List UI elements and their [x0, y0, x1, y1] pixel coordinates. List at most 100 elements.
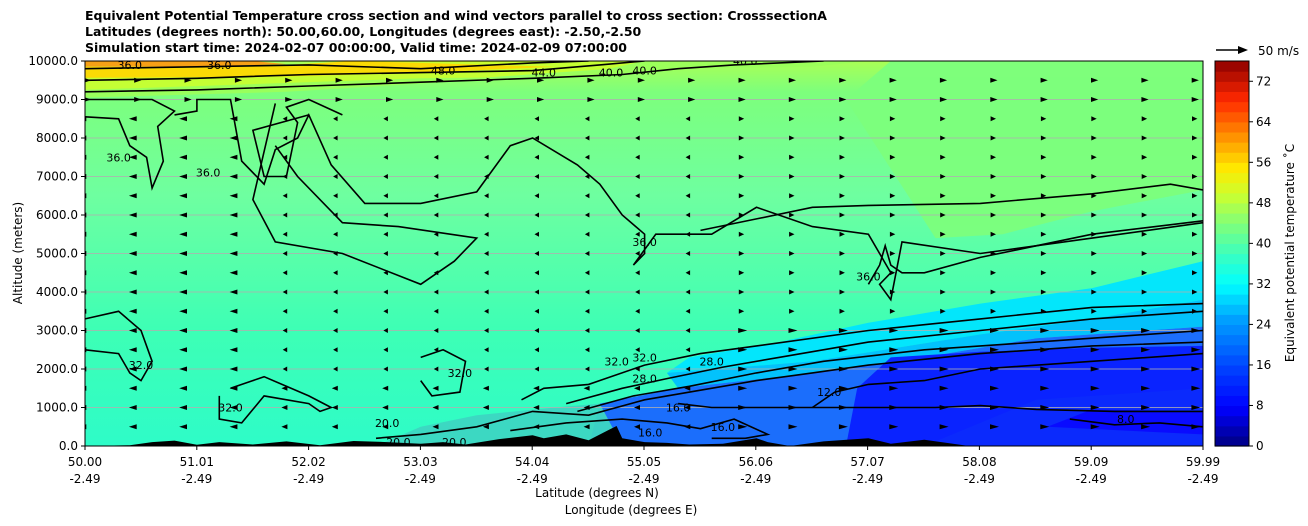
chart-title-line-1: Equivalent Potential Temperature cross s…: [85, 8, 827, 23]
wind-vector: [179, 154, 187, 160]
wind-vector: [433, 116, 439, 122]
colorbar-band: [1215, 334, 1249, 346]
wind-vector: [282, 231, 288, 237]
colorbar-band: [1215, 162, 1249, 174]
wind-vector: [1091, 154, 1097, 160]
wind-vector: [889, 212, 896, 218]
x-tick-label-lon: -2.49: [964, 472, 995, 486]
y-tick-label: 10000.0: [28, 54, 78, 68]
wind-vector: [482, 405, 489, 410]
wind-vector: [1192, 193, 1198, 199]
wind-vector: [839, 308, 845, 314]
wind-vector: [1091, 212, 1097, 218]
wind-vector: [383, 154, 388, 160]
fill-region: [666, 299, 1203, 389]
wind-vector: [1191, 347, 1201, 353]
wind-vector: [1192, 154, 1198, 160]
wind-vector: [382, 405, 389, 410]
wind-vector: [128, 405, 137, 410]
wind-vector: [1191, 77, 1199, 83]
wind-vector: [533, 405, 540, 410]
contour-label: 44.0: [532, 67, 557, 80]
wind-vector: [229, 193, 238, 199]
colorbar-tick-label: 56: [1256, 155, 1271, 169]
wind-vector: [738, 97, 746, 102]
x-tick-label-lat: 56.06: [739, 455, 773, 469]
wind-vector: [282, 154, 288, 160]
wind-vector: [990, 270, 996, 276]
wind-vector: [333, 154, 338, 160]
contour-label: 40.0: [632, 65, 657, 78]
wind-vector: [1192, 116, 1198, 122]
wind-vector: [990, 347, 999, 353]
wind-vector: [584, 154, 590, 160]
wind-vector: [282, 366, 288, 372]
wind-vector: [584, 116, 590, 122]
wind-vector: [635, 328, 640, 333]
y-tick-label: 7000.0: [36, 170, 78, 184]
wind-vector: [738, 366, 748, 372]
wind-vector: [839, 77, 847, 83]
wind-vector: [128, 251, 137, 256]
colorbar-band: [1215, 354, 1249, 366]
wind-vector: [637, 97, 645, 102]
wind-vector: [839, 193, 845, 199]
wind-vector: [1090, 405, 1100, 410]
x-tick-label-lon: -2.49: [1187, 472, 1218, 486]
wind-vector: [788, 424, 798, 430]
wind-vector: [534, 308, 539, 314]
wind-key-arrowhead: [1238, 46, 1248, 54]
contour-line-32.0: [218, 375, 334, 424]
wind-vector: [584, 212, 590, 218]
contour-line-16.0: [510, 418, 771, 440]
wind-vector: [1040, 424, 1050, 430]
wind-vector: [635, 116, 640, 122]
wind-vector: [1040, 231, 1047, 237]
wind-vector: [179, 231, 187, 237]
wind-vector: [383, 116, 388, 122]
wind-vector: [1191, 405, 1201, 410]
wind-vector: [534, 193, 539, 199]
colorbar-band: [1215, 263, 1249, 275]
wind-vector: [383, 328, 388, 333]
wind-vector: [789, 116, 795, 122]
wind-vector: [534, 135, 539, 141]
wind-vector: [383, 212, 388, 218]
wind-vector: [128, 193, 137, 199]
colorbar: 0 8 16 24 32 40 48 56 64 72: [1214, 60, 1271, 453]
wind-vector: [838, 424, 848, 430]
contour-label: 40.0: [599, 67, 624, 80]
wind-vector: [1141, 366, 1151, 372]
contour-line-16.0: [678, 402, 1203, 413]
wind-vector: [635, 270, 640, 276]
wind-vector: [433, 289, 439, 295]
wind-vector: [282, 289, 288, 295]
wind-vector: [184, 97, 192, 102]
colorbar-band: [1215, 182, 1249, 194]
wind-vector: [940, 212, 946, 218]
wind-vector: [179, 424, 187, 430]
wind-vector: [1040, 212, 1047, 218]
colorbar-band: [1215, 273, 1249, 285]
wind-vector: [990, 174, 996, 179]
wind-vector: [1040, 328, 1050, 333]
wind-vector: [637, 77, 645, 83]
contour-line-24.0: [577, 329, 1203, 413]
wind-vector: [1090, 347, 1100, 353]
wind-vector: [684, 405, 691, 410]
wind-vector: [179, 366, 187, 372]
wind-vector: [1141, 424, 1151, 430]
wind-vector: [333, 135, 338, 141]
wind-vector: [838, 385, 848, 391]
colorbar-frame: [1214, 60, 1250, 447]
wind-vector: [685, 270, 691, 276]
x-tick-label-lat: 50.00: [68, 455, 102, 469]
wind-vector: [889, 251, 896, 256]
wind-vector: [889, 154, 896, 160]
x-tick-label-lon: -2.49: [1076, 472, 1107, 486]
wind-vector: [990, 385, 999, 391]
wind-vector: [1191, 385, 1201, 391]
wind-vector: [839, 251, 845, 256]
wind-vector: [534, 270, 539, 276]
wind-vector: [281, 405, 288, 410]
